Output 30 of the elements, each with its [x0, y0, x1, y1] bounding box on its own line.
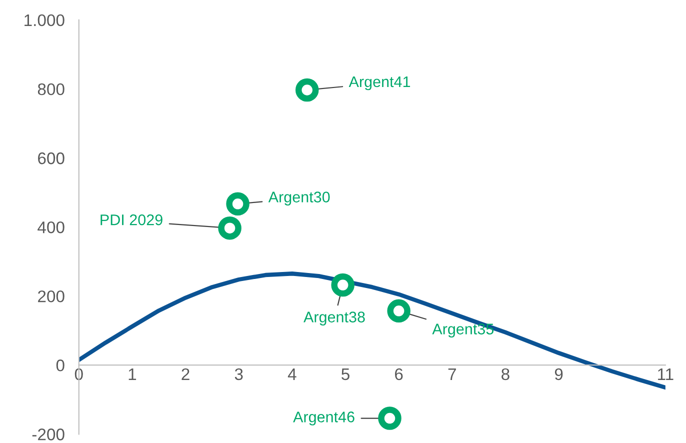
x-tick-label: 0 [74, 368, 83, 380]
x-tick-label: 11 [658, 368, 674, 380]
x-tick-label: 1 [128, 368, 136, 380]
x-tick-label: 3 [234, 368, 243, 380]
annotation: Argent35 [432, 324, 494, 338]
point [331, 273, 354, 297]
point [295, 78, 319, 102]
annotation: Argent41 [348, 76, 410, 90]
y-tick-label: 600 [38, 152, 64, 164]
x-tick-label: 6 [395, 368, 403, 380]
y-tick-label: 1.000 [24, 14, 64, 26]
y-tick-label: 200 [38, 290, 64, 302]
point [387, 299, 410, 323]
annotation: Argent30 [268, 192, 330, 206]
x-tick-label: 7 [448, 368, 456, 380]
annotation: PDI 2029 [100, 214, 162, 226]
y-tick-label: -200 [32, 428, 64, 440]
x-tick-label: 2 [182, 368, 190, 380]
y-tick-label: 800 [38, 83, 64, 96]
x-tick-label: 4 [288, 368, 296, 380]
y-tick-label: 400 [38, 221, 64, 234]
annotation: Argent46 [293, 412, 354, 426]
x-tick-label: 8 [502, 368, 510, 380]
y-tick-label: 0 [56, 360, 64, 372]
x-tick-label: 9 [554, 368, 563, 380]
point [378, 406, 402, 430]
point [218, 216, 242, 240]
x-tick-label: 5 [342, 368, 350, 380]
point [226, 192, 250, 216]
annotation: Argent38 [304, 312, 365, 326]
